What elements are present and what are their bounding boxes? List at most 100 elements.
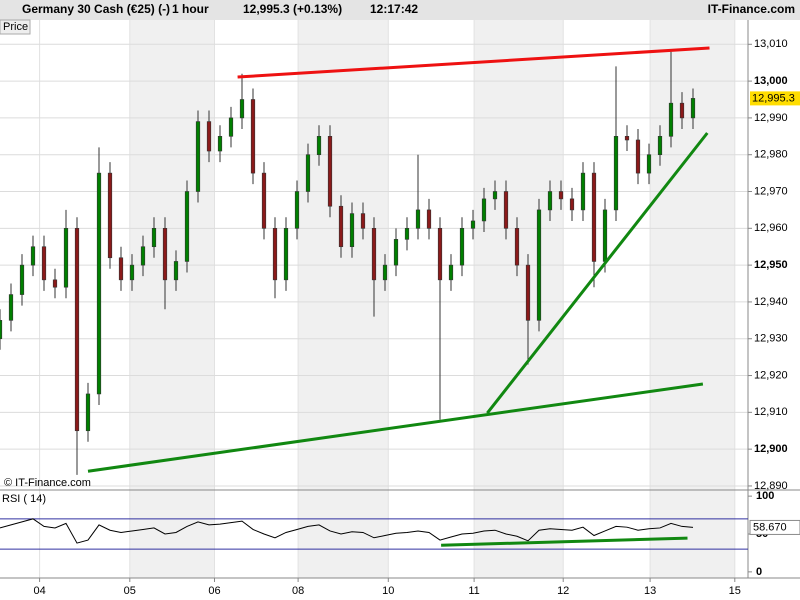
x-tick-label: 13 — [644, 585, 656, 597]
candle-body — [415, 209, 421, 229]
candle-body — [162, 228, 168, 281]
candle-body — [371, 228, 377, 281]
candle-body — [316, 136, 322, 156]
candle-body — [690, 98, 696, 119]
rsi-trendline — [441, 536, 688, 547]
candle-body — [481, 198, 487, 222]
x-tick-label: 12 — [557, 585, 569, 597]
candle-body — [679, 102, 685, 119]
y-tick-label: 12,930 — [754, 333, 788, 345]
rsi-tick-label: 0 — [756, 566, 762, 578]
candle-body — [657, 136, 663, 156]
panel-label-box — [0, 19, 31, 35]
x-tick-label: 04 — [33, 585, 45, 597]
candle-body — [206, 121, 212, 152]
rsi-line — [0, 518, 694, 544]
rsi-last: 58.670 — [753, 521, 787, 533]
candle-body — [459, 228, 465, 266]
y-tick-label: 12,990 — [754, 112, 788, 124]
trendline — [237, 46, 710, 79]
candle-body — [118, 257, 124, 281]
candle-body — [96, 172, 102, 395]
candle-body — [140, 246, 146, 266]
x-tick-label: 10 — [382, 585, 394, 597]
y-tick-label: 12,980 — [754, 149, 788, 161]
candle-body — [283, 228, 289, 281]
y-tick-label: 12,970 — [754, 185, 788, 197]
candle-body — [668, 102, 674, 137]
candle-body — [0, 320, 3, 340]
candle-body — [382, 264, 388, 281]
candle-body — [52, 279, 58, 288]
x-tick-label: 06 — [208, 585, 220, 597]
y-tick-label: 13,000 — [754, 75, 788, 87]
candle-body — [448, 264, 454, 281]
candle-body — [217, 136, 223, 152]
candle-body — [151, 228, 157, 248]
candle-body — [63, 228, 69, 288]
candle-body — [349, 213, 355, 248]
candle-body — [536, 209, 542, 321]
candle-body — [184, 191, 190, 262]
candle-body — [173, 261, 179, 281]
candle-body — [492, 191, 498, 200]
candle-body — [426, 209, 432, 229]
candle-body — [437, 228, 443, 281]
candle-body — [305, 154, 311, 192]
time: 12:17:42 — [370, 2, 418, 16]
candle-body — [360, 213, 366, 229]
candle-body — [503, 191, 509, 229]
chart-title: Germany 30 Cash (€25) (-) — [22, 2, 170, 16]
candle-body — [85, 393, 91, 432]
candle-body — [74, 228, 80, 432]
candle-body — [624, 136, 630, 141]
candle-body — [228, 117, 234, 137]
candle-body — [635, 139, 641, 174]
candle-body — [613, 136, 619, 211]
candle-body — [41, 246, 47, 281]
panel-label: Price — [3, 21, 28, 33]
interval: 1 hour — [172, 2, 209, 16]
candle-body — [393, 239, 399, 266]
brand: IT-Finance.com — [708, 2, 795, 16]
candle-body — [547, 191, 553, 211]
x-tick-label: 08 — [292, 585, 304, 597]
candle-body — [30, 246, 36, 266]
last-price-box — [750, 91, 800, 106]
candle-body — [514, 228, 520, 266]
x-tick-label: 11 — [468, 585, 479, 597]
header-bar — [0, 0, 800, 20]
y-tick-label: 12,920 — [754, 369, 788, 381]
y-tick-label: 12,950 — [754, 259, 788, 271]
candle-body — [558, 191, 564, 200]
y-tick-label: 13,010 — [754, 38, 788, 50]
rsi-label: RSI ( 14) — [2, 493, 46, 505]
candle-body — [646, 154, 652, 174]
candle-body — [129, 264, 135, 281]
copyright: © IT-Finance.com — [4, 477, 91, 489]
candle-body — [338, 205, 344, 248]
candle-body — [470, 220, 476, 229]
candle-body — [327, 136, 333, 207]
x-tick-label: 05 — [124, 585, 136, 597]
candle-body — [19, 264, 25, 295]
rsi-tick-label: 100 — [756, 490, 774, 502]
day-band — [298, 20, 389, 578]
candle-body — [602, 209, 608, 262]
candle-body — [107, 172, 113, 259]
candle-body — [569, 198, 575, 211]
day-band — [129, 20, 215, 578]
trendline — [87, 382, 704, 473]
quote: 12,995.3 (+0.13%) — [243, 2, 342, 16]
x-tick-label: 15 — [729, 585, 741, 597]
candle-body — [580, 172, 586, 211]
y-tick-label: 12,910 — [754, 406, 788, 418]
y-tick-label: 12,940 — [754, 296, 788, 308]
candle-body — [404, 228, 410, 240]
y-tick-label: 12,900 — [754, 443, 788, 455]
candle-body — [272, 228, 278, 281]
candle-body — [8, 294, 14, 321]
candle-body — [591, 172, 597, 262]
candle-body — [261, 172, 267, 229]
